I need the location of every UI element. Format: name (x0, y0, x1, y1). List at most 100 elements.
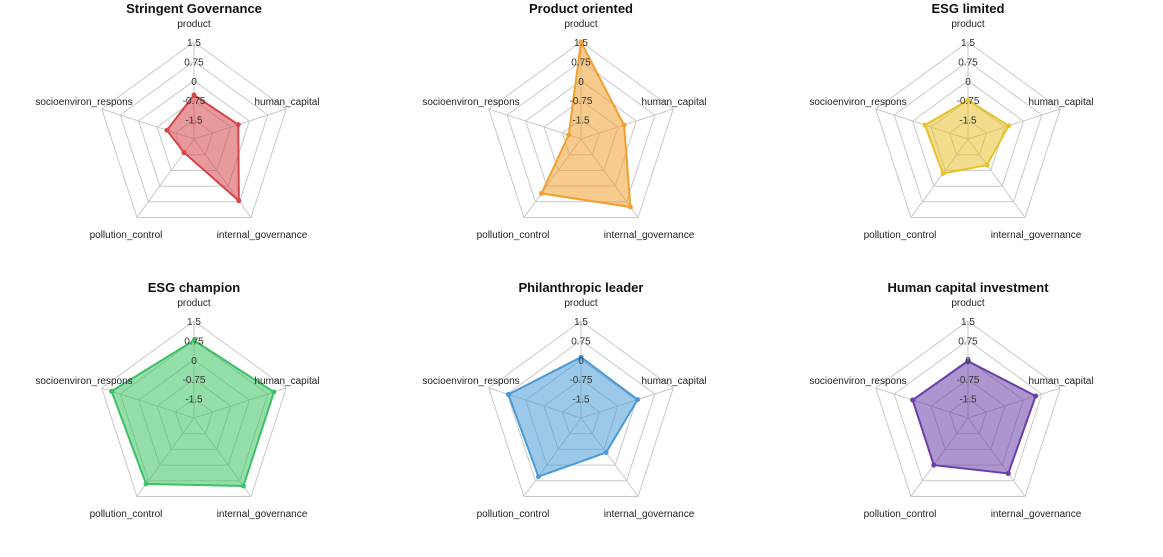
axis-label-human-capital: human_capital (641, 97, 706, 108)
axis-label-pollution-control: pollution_control (477, 509, 550, 520)
data-point-internal-governance (1005, 470, 1011, 476)
axis-spoke (488, 108, 582, 140)
data-point-human-capital (1006, 123, 1012, 129)
data-point-internal-governance (627, 204, 633, 210)
series-area (165, 93, 240, 203)
data-point-internal-governance (603, 450, 609, 456)
data-point-socioenviron-respons (164, 127, 170, 133)
tick-label: 1.5 (961, 38, 975, 49)
grid-ring (101, 41, 287, 218)
data-point-socioenviron-respons (109, 388, 115, 394)
axis-label-human-capital: human_capital (1028, 376, 1093, 387)
data-point-product (578, 354, 584, 360)
axis-label-socioenviron-respons: socioenviron_respons (809, 97, 906, 108)
tick-label: -1.5 (185, 116, 203, 127)
tick-label: 0 (965, 356, 971, 367)
tick-label: -1.5 (572, 395, 590, 406)
axis-label-human-capital: human_capital (254, 97, 319, 108)
axis-label-socioenviron-respons: socioenviron_respons (35, 376, 132, 387)
tick-label: 1.5 (574, 38, 588, 49)
data-point-human-capital (271, 389, 277, 395)
data-point-socioenviron-respons (566, 132, 572, 138)
tick-label: -1.5 (185, 395, 203, 406)
tick-label: 0.75 (958, 57, 978, 68)
axis-label-pollution-control: pollution_control (477, 230, 550, 241)
data-point-product (965, 358, 971, 364)
tick-label: -0.75 (957, 375, 980, 386)
axis-label-socioenviron-respons: socioenviron_respons (809, 376, 906, 387)
grid-ring (488, 320, 674, 497)
tick-label: 0 (578, 356, 584, 367)
panel-title: ESG limited (932, 1, 1005, 16)
grid-ring (488, 41, 674, 218)
data-point-human-capital (635, 397, 641, 403)
tick-label: -1.5 (959, 116, 977, 127)
grid-ring (893, 60, 1043, 203)
tick-label: 1.5 (574, 317, 588, 328)
axis-label-product: product (177, 298, 211, 309)
grid-ring (506, 339, 656, 482)
data-point-product (191, 92, 197, 98)
grid-ring (138, 80, 250, 187)
tick-label: -0.75 (183, 375, 206, 386)
data-point-human-capital (235, 122, 241, 128)
axis-label-socioenviron-respons: socioenviron_respons (422, 376, 519, 387)
radar-panel-philanthropic-leader: 1.5 0.75 0 -0.75 -1.5 product human_capitalint… (422, 280, 706, 520)
tick-label: 1.5 (961, 317, 975, 328)
tick-label: 0 (191, 356, 197, 367)
series-area (110, 339, 276, 488)
radar-panel-stringent-governance: 1.5 0.75 0 -0.75 -1.5 product human_capitalint… (35, 1, 319, 241)
panel-title: Stringent Governance (126, 1, 262, 16)
data-point-human-capital (1033, 393, 1039, 399)
data-point-pollution-control (538, 190, 544, 196)
axis-label-internal-governance: internal_governance (991, 230, 1082, 241)
data-point-product (578, 39, 584, 45)
axis-label-product: product (177, 19, 211, 30)
tick-label: -0.75 (570, 375, 593, 386)
radar-panel-esg-champion: 1.5 0.75 0 -0.75 -1.5 product human_capitalint… (35, 280, 319, 520)
data-point-product (191, 337, 197, 343)
tick-label: -0.75 (570, 96, 593, 107)
tick-label: 0.75 (958, 336, 978, 347)
data-point-internal-governance (240, 483, 246, 489)
data-point-human-capital (621, 122, 627, 128)
grid-ring (101, 320, 287, 497)
data-point-socioenviron-respons (505, 391, 511, 397)
tick-label: 0.75 (571, 336, 591, 347)
radar-panel-product-oriented: 1.5 0.75 0 -0.75 -1.5 product human_capitalint… (422, 1, 706, 241)
axis-label-internal-governance: internal_governance (604, 230, 695, 241)
grid-ring (506, 60, 656, 203)
axis-label-product: product (951, 298, 985, 309)
tick-label: -0.75 (183, 96, 206, 107)
grid-ring (912, 80, 1024, 187)
grid-ring (875, 41, 1061, 218)
data-point-product (965, 97, 971, 103)
axis-label-internal-governance: internal_governance (604, 509, 695, 520)
tick-label: -1.5 (959, 395, 977, 406)
series-area (507, 356, 639, 478)
panel-title: Human capital investment (887, 280, 1049, 295)
tick-label: 1.5 (187, 38, 201, 49)
panel-title: Philanthropic leader (519, 280, 644, 295)
data-point-pollution-control (181, 150, 187, 156)
grid-ring (893, 339, 1043, 482)
axis-label-pollution-control: pollution_control (90, 230, 163, 241)
tick-label: 0 (191, 77, 197, 88)
axis-label-pollution-control: pollution_control (864, 509, 937, 520)
data-point-socioenviron-respons (922, 122, 928, 128)
data-point-internal-governance (984, 162, 990, 168)
axis-label-internal-governance: internal_governance (991, 509, 1082, 520)
axis-label-socioenviron-respons: socioenviron_respons (35, 97, 132, 108)
tick-label: 0 (578, 77, 584, 88)
series-area (923, 99, 1010, 175)
data-point-socioenviron-respons (910, 397, 916, 403)
axis-label-product: product (564, 298, 598, 309)
grid-ring (119, 60, 269, 203)
axis-label-internal-governance: internal_governance (217, 230, 308, 241)
tick-label: -1.5 (572, 116, 590, 127)
tick-label: 0.75 (571, 57, 591, 68)
tick-label: 0 (965, 77, 971, 88)
panel-title: Product oriented (529, 1, 633, 16)
tick-label: 0.75 (184, 57, 204, 68)
